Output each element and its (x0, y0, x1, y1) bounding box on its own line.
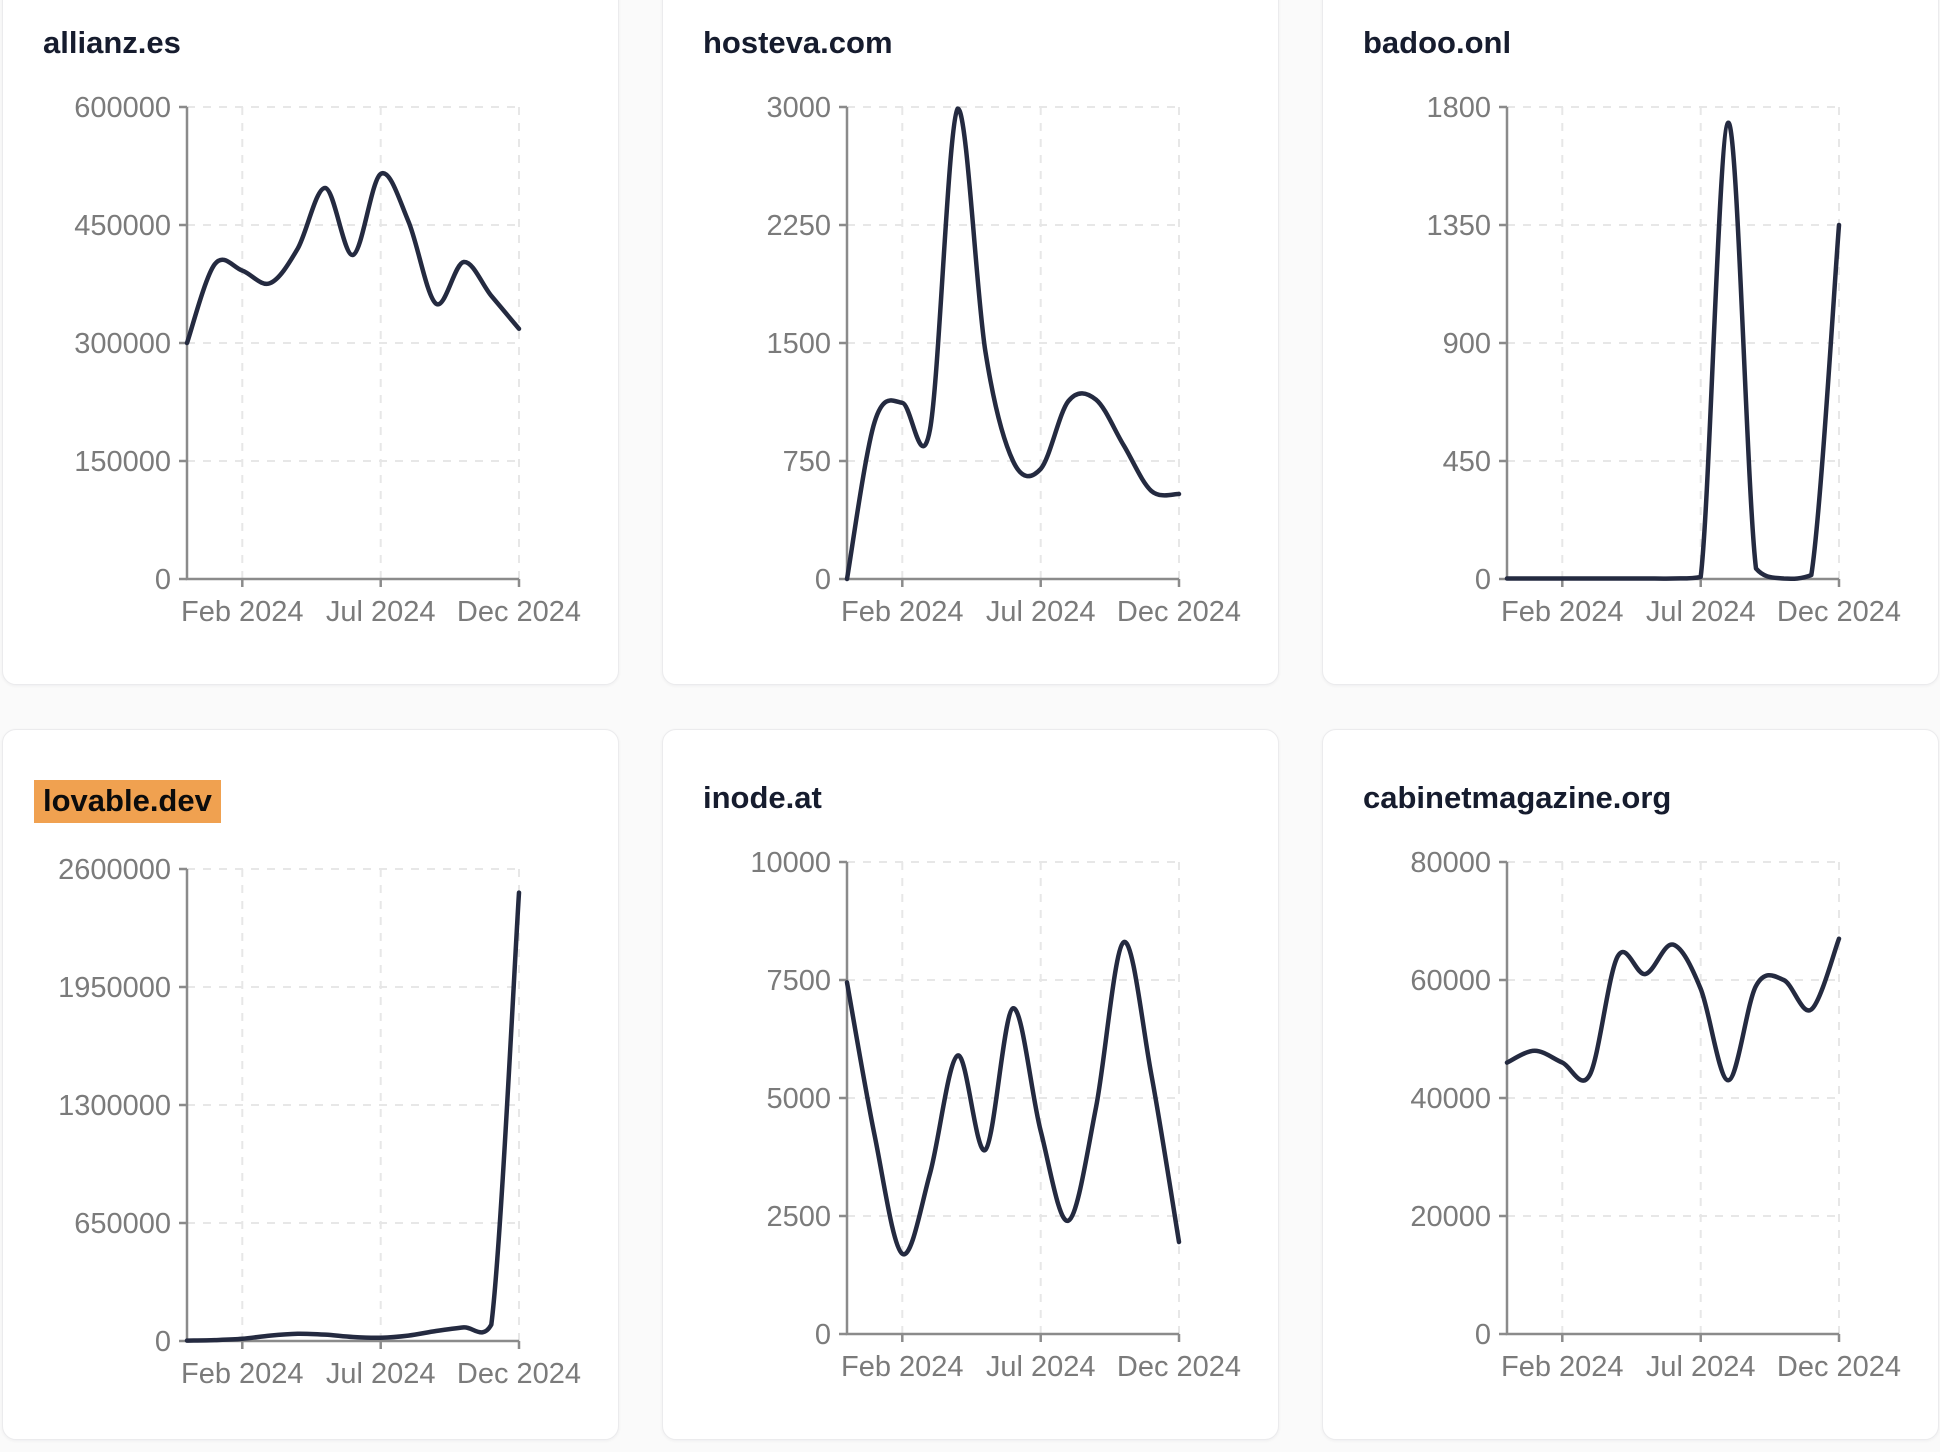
svg-text:Jul 2024: Jul 2024 (1646, 596, 1756, 628)
domain-label: badoo.onl (1363, 25, 1512, 60)
line-chart: 0 650000 1300000 1950000 2600000 Feb 2024 Jul … (58, 854, 581, 1390)
svg-text:40000: 40000 (1410, 1083, 1491, 1115)
card-inode-at[interactable]: inode.at 0 2500 5000 7500 10000 Feb 2024 Jul 2… (662, 729, 1279, 1440)
svg-text:Dec 2024: Dec 2024 (1117, 1351, 1241, 1383)
svg-text:600000: 600000 (74, 92, 171, 124)
card-lovable-dev[interactable]: lovable.dev 0 650000 1300000 1950000 2600000… (2, 729, 619, 1440)
svg-text:0: 0 (1475, 564, 1491, 596)
svg-text:2500: 2500 (766, 1201, 831, 1233)
svg-text:Dec 2024: Dec 2024 (457, 1358, 581, 1390)
svg-text:Feb 2024: Feb 2024 (181, 1358, 304, 1390)
svg-text:Jul 2024: Jul 2024 (986, 1351, 1096, 1383)
svg-text:1950000: 1950000 (58, 972, 171, 1004)
chart-title: badoo.onl (1363, 25, 1898, 61)
series-line (844, 106, 1182, 582)
svg-text:750: 750 (783, 446, 831, 478)
chart-title: lovable.dev (34, 780, 578, 823)
svg-text:Feb 2024: Feb 2024 (1501, 1351, 1624, 1383)
svg-text:20000: 20000 (1410, 1201, 1491, 1233)
chart-title: allianz.es (43, 25, 578, 61)
series-line (1504, 120, 1842, 581)
svg-text:60000: 60000 (1410, 965, 1491, 997)
line-chart: 0 150000 300000 450000 600000 Feb 2024 Jul 202… (74, 92, 581, 628)
domain-label: inode.at (703, 780, 822, 815)
svg-text:Jul 2024: Jul 2024 (326, 596, 436, 628)
series-line (184, 171, 522, 346)
svg-text:0: 0 (1475, 1319, 1491, 1351)
card-cabinetmagazine-org[interactable]: cabinetmagazine.org 0 20000 40000 60000 8000… (1322, 729, 1939, 1440)
domain-label: allianz.es (43, 25, 181, 60)
svg-text:Dec 2024: Dec 2024 (1117, 596, 1241, 628)
svg-text:150000: 150000 (74, 446, 171, 478)
svg-text:0: 0 (815, 1319, 831, 1351)
domain-label: hosteva.com (703, 25, 893, 60)
svg-text:450000: 450000 (74, 210, 171, 242)
svg-text:Feb 2024: Feb 2024 (841, 596, 964, 628)
svg-text:7500: 7500 (766, 965, 831, 997)
series-line (1504, 936, 1842, 1083)
svg-text:Dec 2024: Dec 2024 (1777, 596, 1901, 628)
svg-text:Feb 2024: Feb 2024 (841, 1351, 964, 1383)
line-chart: 0 750 1500 2250 3000 Feb 2024 Jul 2024 Dec 2024 (766, 92, 1241, 628)
svg-text:1350: 1350 (1426, 210, 1491, 242)
svg-text:Jul 2024: Jul 2024 (986, 596, 1096, 628)
chart-title: cabinetmagazine.org (1363, 780, 1898, 816)
series-line (184, 890, 522, 1343)
svg-text:Dec 2024: Dec 2024 (457, 596, 581, 628)
svg-text:650000: 650000 (74, 1208, 171, 1240)
svg-text:300000: 300000 (74, 328, 171, 360)
svg-text:10000: 10000 (750, 847, 831, 879)
series-line (844, 939, 1182, 1257)
svg-text:Dec 2024: Dec 2024 (1777, 1351, 1901, 1383)
line-chart: 0 450 900 1350 1800 Feb 2024 Jul 2024 Dec 2024 (1426, 92, 1901, 628)
line-chart: 0 2500 5000 7500 10000 Feb 2024 Jul 2024 Dec 20… (750, 847, 1241, 1383)
svg-text:0: 0 (155, 564, 171, 596)
svg-text:0: 0 (815, 564, 831, 596)
card-allianz-es[interactable]: allianz.es 0 150000 300000 450000 600000 Feb … (2, 0, 619, 685)
svg-text:5000: 5000 (766, 1083, 831, 1115)
card-hosteva-com[interactable]: hosteva.com 0 750 1500 2250 3000 Feb 2024 Jul … (662, 0, 1279, 685)
domain-label-highlighted: lovable.dev (34, 780, 221, 823)
card-badoo-onl[interactable]: badoo.onl 0 450 900 1350 1800 Feb 2024 Jul 202… (1322, 0, 1939, 685)
svg-text:Feb 2024: Feb 2024 (1501, 596, 1624, 628)
svg-text:Jul 2024: Jul 2024 (1646, 1351, 1756, 1383)
svg-text:1800: 1800 (1426, 92, 1491, 124)
svg-text:80000: 80000 (1410, 847, 1491, 879)
svg-text:0: 0 (155, 1326, 171, 1358)
chart-title: inode.at (703, 780, 1238, 816)
domain-label: cabinetmagazine.org (1363, 780, 1672, 815)
svg-text:2250: 2250 (766, 210, 831, 242)
svg-text:Jul 2024: Jul 2024 (326, 1358, 436, 1390)
chart-title: hosteva.com (703, 25, 1238, 61)
svg-text:1500: 1500 (766, 328, 831, 360)
svg-text:3000: 3000 (766, 92, 831, 124)
svg-text:Feb 2024: Feb 2024 (181, 596, 304, 628)
svg-text:900: 900 (1443, 328, 1491, 360)
line-chart: 0 20000 40000 60000 80000 Feb 2024 Jul 2024 Dec… (1410, 847, 1901, 1383)
svg-text:2600000: 2600000 (58, 854, 171, 886)
svg-text:1300000: 1300000 (58, 1090, 171, 1122)
svg-text:450: 450 (1443, 446, 1491, 478)
